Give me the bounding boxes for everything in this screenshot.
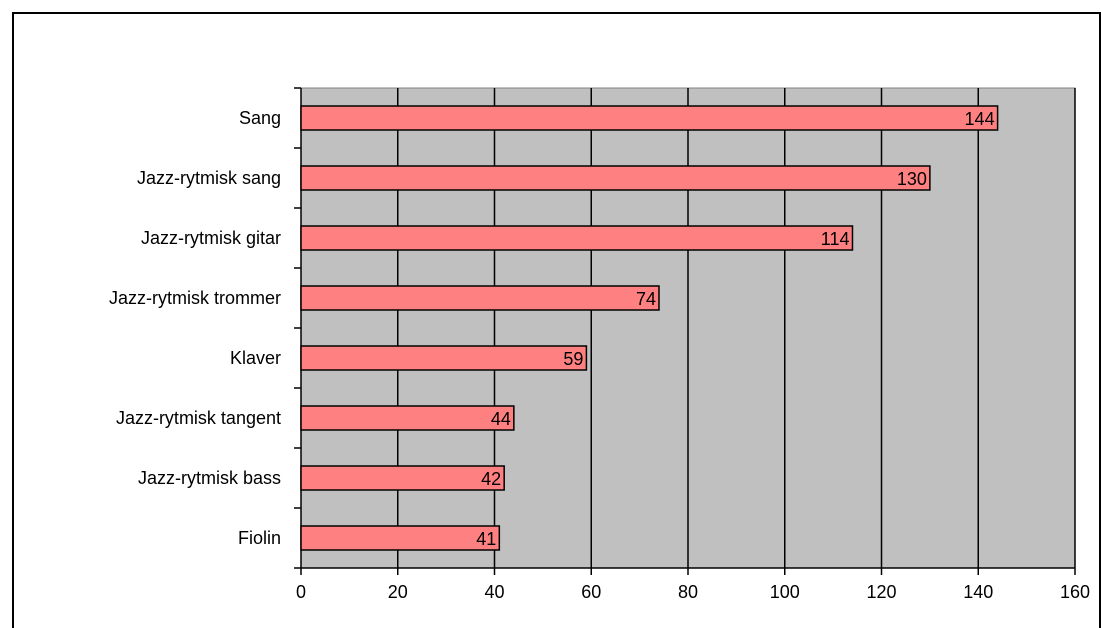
bar-7 [300, 525, 501, 551]
data-label: 114 [821, 229, 850, 249]
category-label: Jazz-rytmisk bass [138, 468, 281, 488]
x-tick-label: 20 [388, 582, 408, 602]
bar-3 [300, 285, 660, 311]
x-tick-label: 40 [484, 582, 504, 602]
bar-2 [300, 225, 854, 251]
x-tick-label: 60 [581, 582, 601, 602]
data-label: 144 [965, 109, 995, 129]
bar-5 [300, 405, 515, 431]
category-label: Jazz-rytmisk gitar [141, 228, 281, 248]
bars [300, 105, 999, 551]
x-tick-label: 0 [296, 582, 306, 602]
data-label: 42 [481, 469, 501, 489]
bar-4 [300, 345, 588, 371]
bar-6 [300, 465, 505, 491]
x-tick-label: 100 [770, 582, 800, 602]
x-tick-label: 120 [866, 582, 896, 602]
bar-0 [300, 105, 999, 131]
data-label: 44 [491, 409, 511, 429]
category-label: Jazz-rytmisk tangent [116, 408, 281, 428]
category-label: Klaver [230, 348, 281, 368]
x-tick-label: 160 [1060, 582, 1090, 602]
labels: 0 20 40 60 80 100 120 140 160 144 Sang 130 Jazz-rytm… [109, 108, 1090, 602]
x-tick-label: 140 [963, 582, 993, 602]
data-label: 130 [897, 169, 927, 189]
x-tick-label: 80 [678, 582, 698, 602]
data-label: 74 [636, 289, 656, 309]
bar-1 [300, 165, 931, 191]
category-label: Sang [239, 108, 281, 128]
category-label: Fiolin [238, 528, 281, 548]
category-label: Jazz-rytmisk sang [137, 168, 281, 188]
data-label: 59 [563, 349, 583, 369]
data-label: 41 [476, 529, 496, 549]
category-label: Jazz-rytmisk trommer [109, 288, 281, 308]
